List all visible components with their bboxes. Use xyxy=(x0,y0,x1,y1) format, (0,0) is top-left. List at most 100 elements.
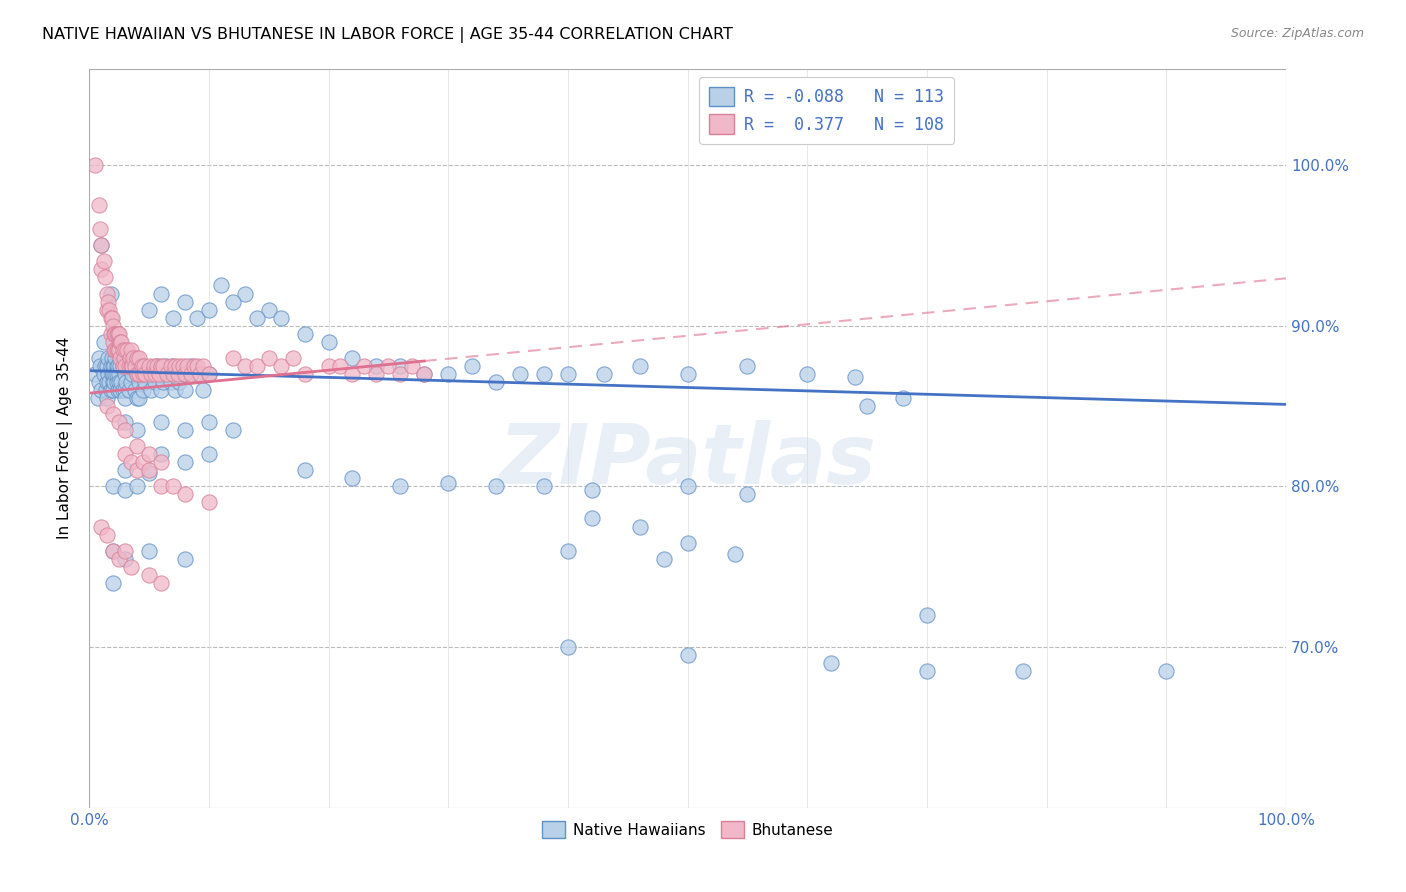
Point xyxy=(141,367,163,381)
Point xyxy=(162,359,184,373)
Point xyxy=(128,367,150,381)
Point xyxy=(138,359,160,373)
Point xyxy=(84,158,107,172)
Point xyxy=(389,367,412,381)
Point xyxy=(149,455,172,469)
Point xyxy=(101,310,124,325)
Point xyxy=(176,359,198,373)
Point xyxy=(1011,664,1033,678)
Point xyxy=(294,367,316,381)
Point xyxy=(97,351,120,365)
Point xyxy=(191,359,214,373)
Point xyxy=(246,359,269,373)
Point xyxy=(98,375,121,389)
Point xyxy=(94,383,117,397)
Point xyxy=(174,423,197,437)
Point xyxy=(366,359,388,373)
Point xyxy=(107,359,129,373)
Point xyxy=(132,455,155,469)
Point xyxy=(111,383,134,397)
Point xyxy=(93,254,115,268)
Point xyxy=(117,359,139,373)
Point xyxy=(110,334,132,349)
Point xyxy=(389,359,412,373)
Point xyxy=(138,543,160,558)
Point xyxy=(198,447,221,461)
Point xyxy=(149,415,172,429)
Point xyxy=(129,359,152,373)
Point xyxy=(353,359,375,373)
Point xyxy=(485,375,508,389)
Point xyxy=(222,351,245,365)
Point xyxy=(377,359,399,373)
Point xyxy=(128,375,150,389)
Point xyxy=(90,383,112,397)
Point xyxy=(101,383,124,397)
Point xyxy=(676,535,699,549)
Point xyxy=(162,310,184,325)
Point xyxy=(103,359,125,373)
Point xyxy=(329,359,352,373)
Point xyxy=(121,367,143,381)
Point xyxy=(114,463,136,477)
Point xyxy=(101,359,124,373)
Point xyxy=(97,294,120,309)
Point xyxy=(134,375,156,389)
Point xyxy=(915,607,938,622)
Point xyxy=(138,567,160,582)
Point xyxy=(100,359,122,373)
Point xyxy=(101,318,124,333)
Point xyxy=(93,270,115,285)
Point xyxy=(366,367,388,381)
Point xyxy=(191,383,214,397)
Point xyxy=(128,351,150,365)
Point xyxy=(134,359,156,373)
Point xyxy=(110,375,132,389)
Point xyxy=(167,359,190,373)
Text: ZIPatlas: ZIPatlas xyxy=(499,420,876,500)
Point xyxy=(118,351,141,365)
Point xyxy=(152,359,174,373)
Point xyxy=(125,479,148,493)
Point xyxy=(120,455,142,469)
Point xyxy=(105,326,128,341)
Point xyxy=(114,359,136,373)
Point xyxy=(114,343,136,357)
Point xyxy=(107,383,129,397)
Point xyxy=(233,286,256,301)
Point xyxy=(100,383,122,397)
Point xyxy=(557,543,579,558)
Point xyxy=(132,383,155,397)
Point xyxy=(820,656,842,670)
Point xyxy=(155,359,177,373)
Point xyxy=(112,351,135,365)
Point xyxy=(103,375,125,389)
Point xyxy=(174,487,197,501)
Point xyxy=(856,399,879,413)
Point xyxy=(138,447,160,461)
Point xyxy=(294,326,316,341)
Point xyxy=(120,559,142,574)
Point xyxy=(533,479,555,493)
Point xyxy=(162,479,184,493)
Point xyxy=(162,367,184,381)
Point xyxy=(149,383,172,397)
Point xyxy=(138,367,160,381)
Y-axis label: In Labor Force | Age 35-44: In Labor Force | Age 35-44 xyxy=(58,337,73,540)
Point xyxy=(166,367,188,381)
Point xyxy=(114,551,136,566)
Point xyxy=(87,375,110,389)
Point xyxy=(186,310,208,325)
Point xyxy=(90,238,112,252)
Point xyxy=(101,334,124,349)
Point xyxy=(111,343,134,357)
Point xyxy=(110,334,132,349)
Point xyxy=(342,351,364,365)
Point xyxy=(105,375,128,389)
Point xyxy=(125,391,148,405)
Point xyxy=(96,527,118,541)
Point xyxy=(1156,664,1178,678)
Point xyxy=(104,326,127,341)
Point xyxy=(111,359,134,373)
Point xyxy=(143,367,166,381)
